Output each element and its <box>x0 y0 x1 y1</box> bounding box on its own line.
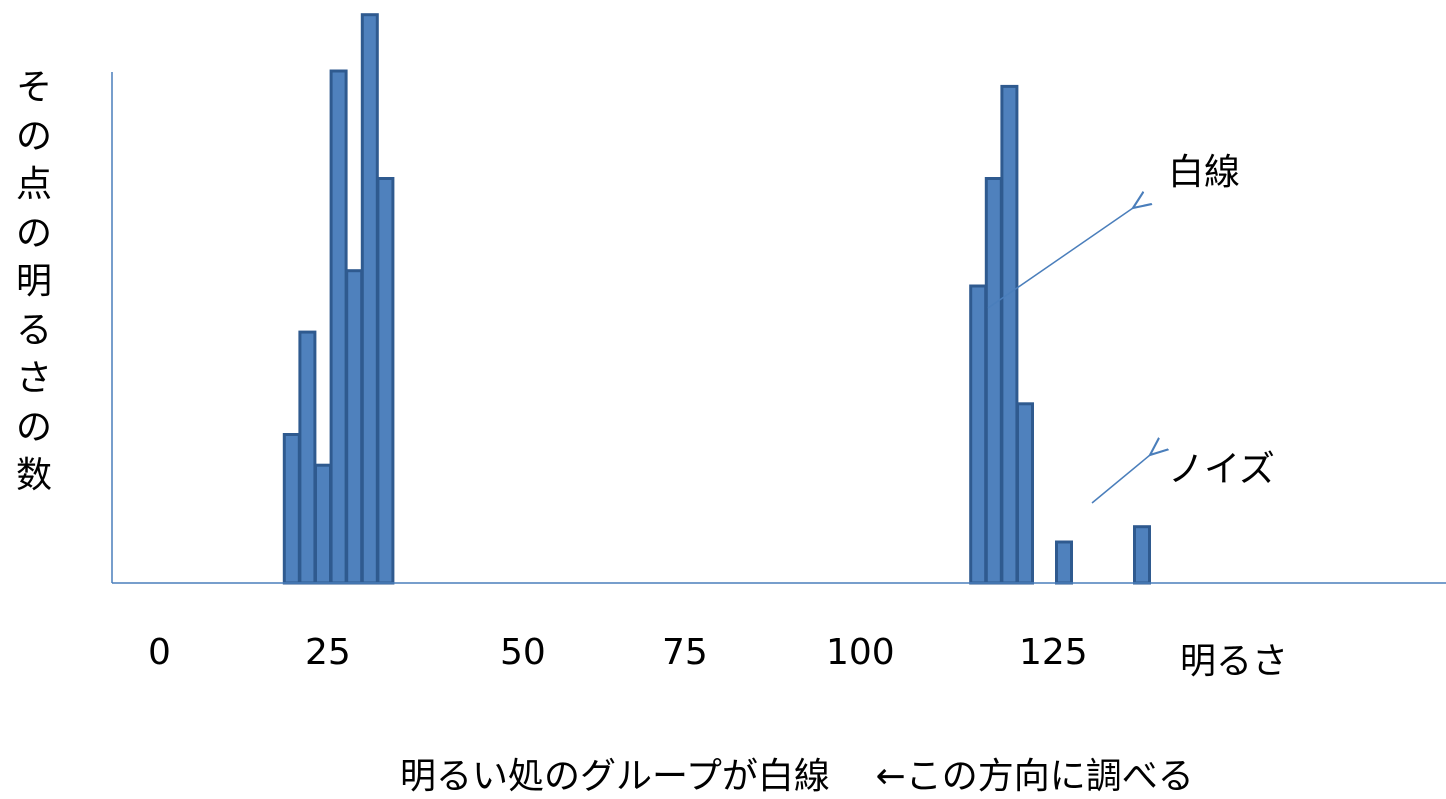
noise-annotation: ノイズ <box>1168 449 1275 490</box>
histogram-bar <box>969 284 988 585</box>
histogram-bar <box>329 69 348 585</box>
histogram-bar <box>1000 84 1019 585</box>
x-tick-label: 75 <box>662 632 708 673</box>
x-tick-label: 125 <box>1019 632 1088 673</box>
x-tick-label: 100 <box>826 632 895 673</box>
x-tick-label: 25 <box>305 632 351 673</box>
y-axis-label: その点の明るさの数 <box>15 67 52 496</box>
histogram-bar <box>360 13 379 585</box>
histogram-bar <box>314 463 332 585</box>
bars-group <box>282 13 1151 585</box>
noise-arrow <box>1091 455 1150 504</box>
histogram-bar <box>345 269 364 585</box>
histogram-bar <box>1055 540 1073 585</box>
caption: 明るい処のグループが白線 ←この方向に調べる <box>400 747 1194 799</box>
caption-left: 明るい処のグループが白線 <box>400 756 830 797</box>
x-tick-label: 50 <box>500 632 546 673</box>
white-line-arrow <box>987 208 1133 309</box>
x-tick-label: 0 <box>148 632 171 673</box>
histogram-bar <box>1133 525 1151 585</box>
white-line-annotation: 白線 <box>1168 152 1241 193</box>
histogram-bar <box>984 177 1003 585</box>
x-axis-label: 明るさ <box>1180 641 1289 682</box>
histogram-bar <box>298 330 317 585</box>
histogram-bar <box>1016 402 1034 585</box>
caption-right: ←この方向に調べる <box>875 756 1194 797</box>
histogram-bar <box>282 433 301 585</box>
histogram-bar <box>376 177 395 585</box>
